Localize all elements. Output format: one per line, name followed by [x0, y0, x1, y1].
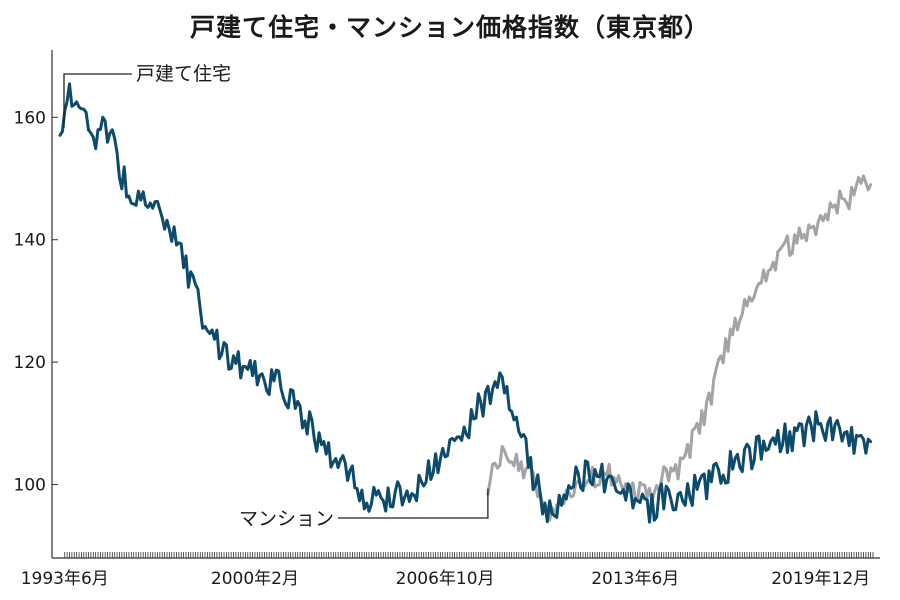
chart-title: 戸建て住宅・マンション価格指数（東京都） — [189, 13, 710, 42]
x-tick-label: 2000年2月 — [211, 569, 299, 589]
x-axis-ticks: 1993年6月 2000年2月 2006年10月 2013年6月 2019年12月 — [21, 552, 874, 589]
x-tick-label: 2019年12月 — [771, 569, 870, 589]
series-line-0 — [58, 82, 873, 524]
y-tick-label: 120 — [14, 353, 46, 373]
y-axis-ticks: 100 120 140 160 — [14, 108, 58, 496]
y-tick-label: 140 — [14, 231, 46, 251]
x-tick-label: 2013年6月 — [591, 569, 679, 589]
series-label-0: 戸建て住宅 — [136, 63, 231, 85]
leader-line-0 — [63, 73, 132, 128]
x-tick-label: 1993年6月 — [21, 569, 109, 589]
x-tick-label: 2006年10月 — [396, 569, 495, 589]
series-label-1: マンション — [239, 508, 334, 530]
series-lines — [58, 82, 873, 524]
y-tick-label: 160 — [14, 108, 46, 128]
y-tick-label: 100 — [14, 476, 46, 496]
series-line-1 — [486, 174, 873, 522]
leader-line-1 — [338, 488, 489, 519]
axes — [51, 50, 880, 559]
